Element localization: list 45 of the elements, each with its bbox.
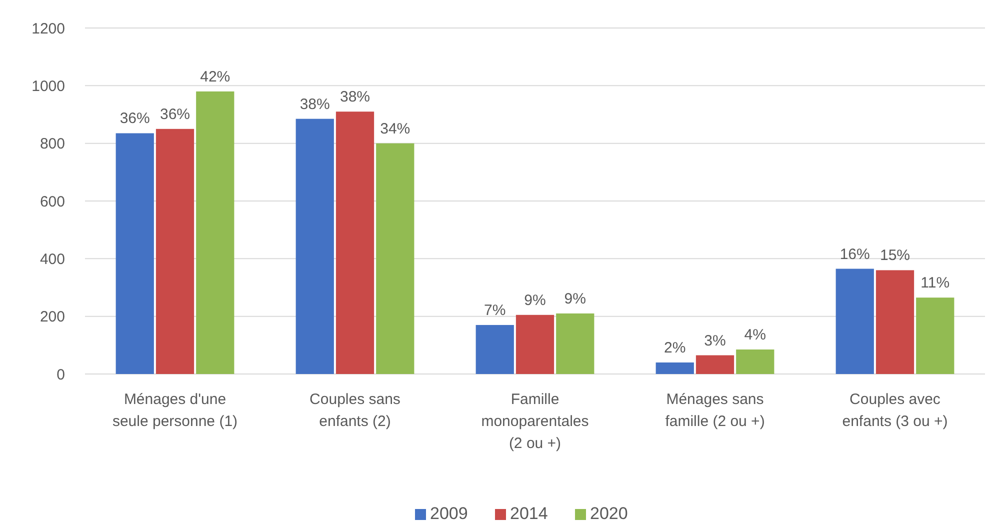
- bar: [916, 298, 954, 374]
- legend-label: 2020: [590, 504, 628, 523]
- bar: [876, 270, 914, 374]
- annotation: 38%: [340, 88, 370, 106]
- annotation: 9%: [564, 290, 586, 308]
- annotation: 38%: [300, 96, 330, 113]
- legend-label: 2014: [510, 504, 548, 523]
- annotation: 16%: [840, 246, 870, 263]
- x-tick-label: Famille monoparentales (2 ou +): [481, 391, 589, 452]
- annotation: 36%: [120, 110, 150, 128]
- bar: [696, 355, 734, 374]
- bar: [556, 313, 594, 374]
- bar: [836, 268, 874, 374]
- annotation: 42%: [200, 68, 230, 86]
- x-tick-label: Couples avec enfants (3 ou +): [842, 391, 948, 430]
- bar: [516, 314, 554, 374]
- y-tick-label: 200: [40, 308, 65, 326]
- y-tick-label: 0: [56, 366, 65, 384]
- annotation: 7%: [484, 302, 506, 319]
- y-tick-label: 400: [40, 250, 65, 268]
- bar: [656, 362, 694, 374]
- bar: [296, 118, 334, 374]
- x-tick-label: Couples sans enfants (2): [310, 391, 400, 430]
- annotation: 11%: [920, 274, 950, 292]
- y-tick-label: 1200: [32, 20, 65, 38]
- bar: [736, 349, 774, 374]
- y-tick-label: 1000: [32, 78, 65, 95]
- legend-label: 2009: [430, 504, 468, 523]
- bar: [116, 133, 154, 374]
- annotation: 2%: [664, 339, 686, 356]
- annotation: 36%: [160, 106, 190, 123]
- annotation: 3%: [704, 332, 726, 350]
- bar: [376, 143, 414, 374]
- bar: [156, 128, 194, 374]
- x-tick-label: Ménages sans famille (2 ou +): [665, 391, 765, 430]
- y-tick-label: 600: [40, 193, 65, 210]
- annotation: 9%: [524, 292, 546, 309]
- annotation: 15%: [880, 247, 910, 264]
- annotation: 4%: [744, 326, 766, 344]
- bar: [476, 324, 514, 374]
- bar: [336, 112, 374, 374]
- y-tick-label: 800: [40, 136, 65, 153]
- bar: [196, 91, 234, 374]
- annotation: 34%: [380, 120, 410, 138]
- x-tick-label: Ménages d'une seule personne (1): [112, 391, 238, 430]
